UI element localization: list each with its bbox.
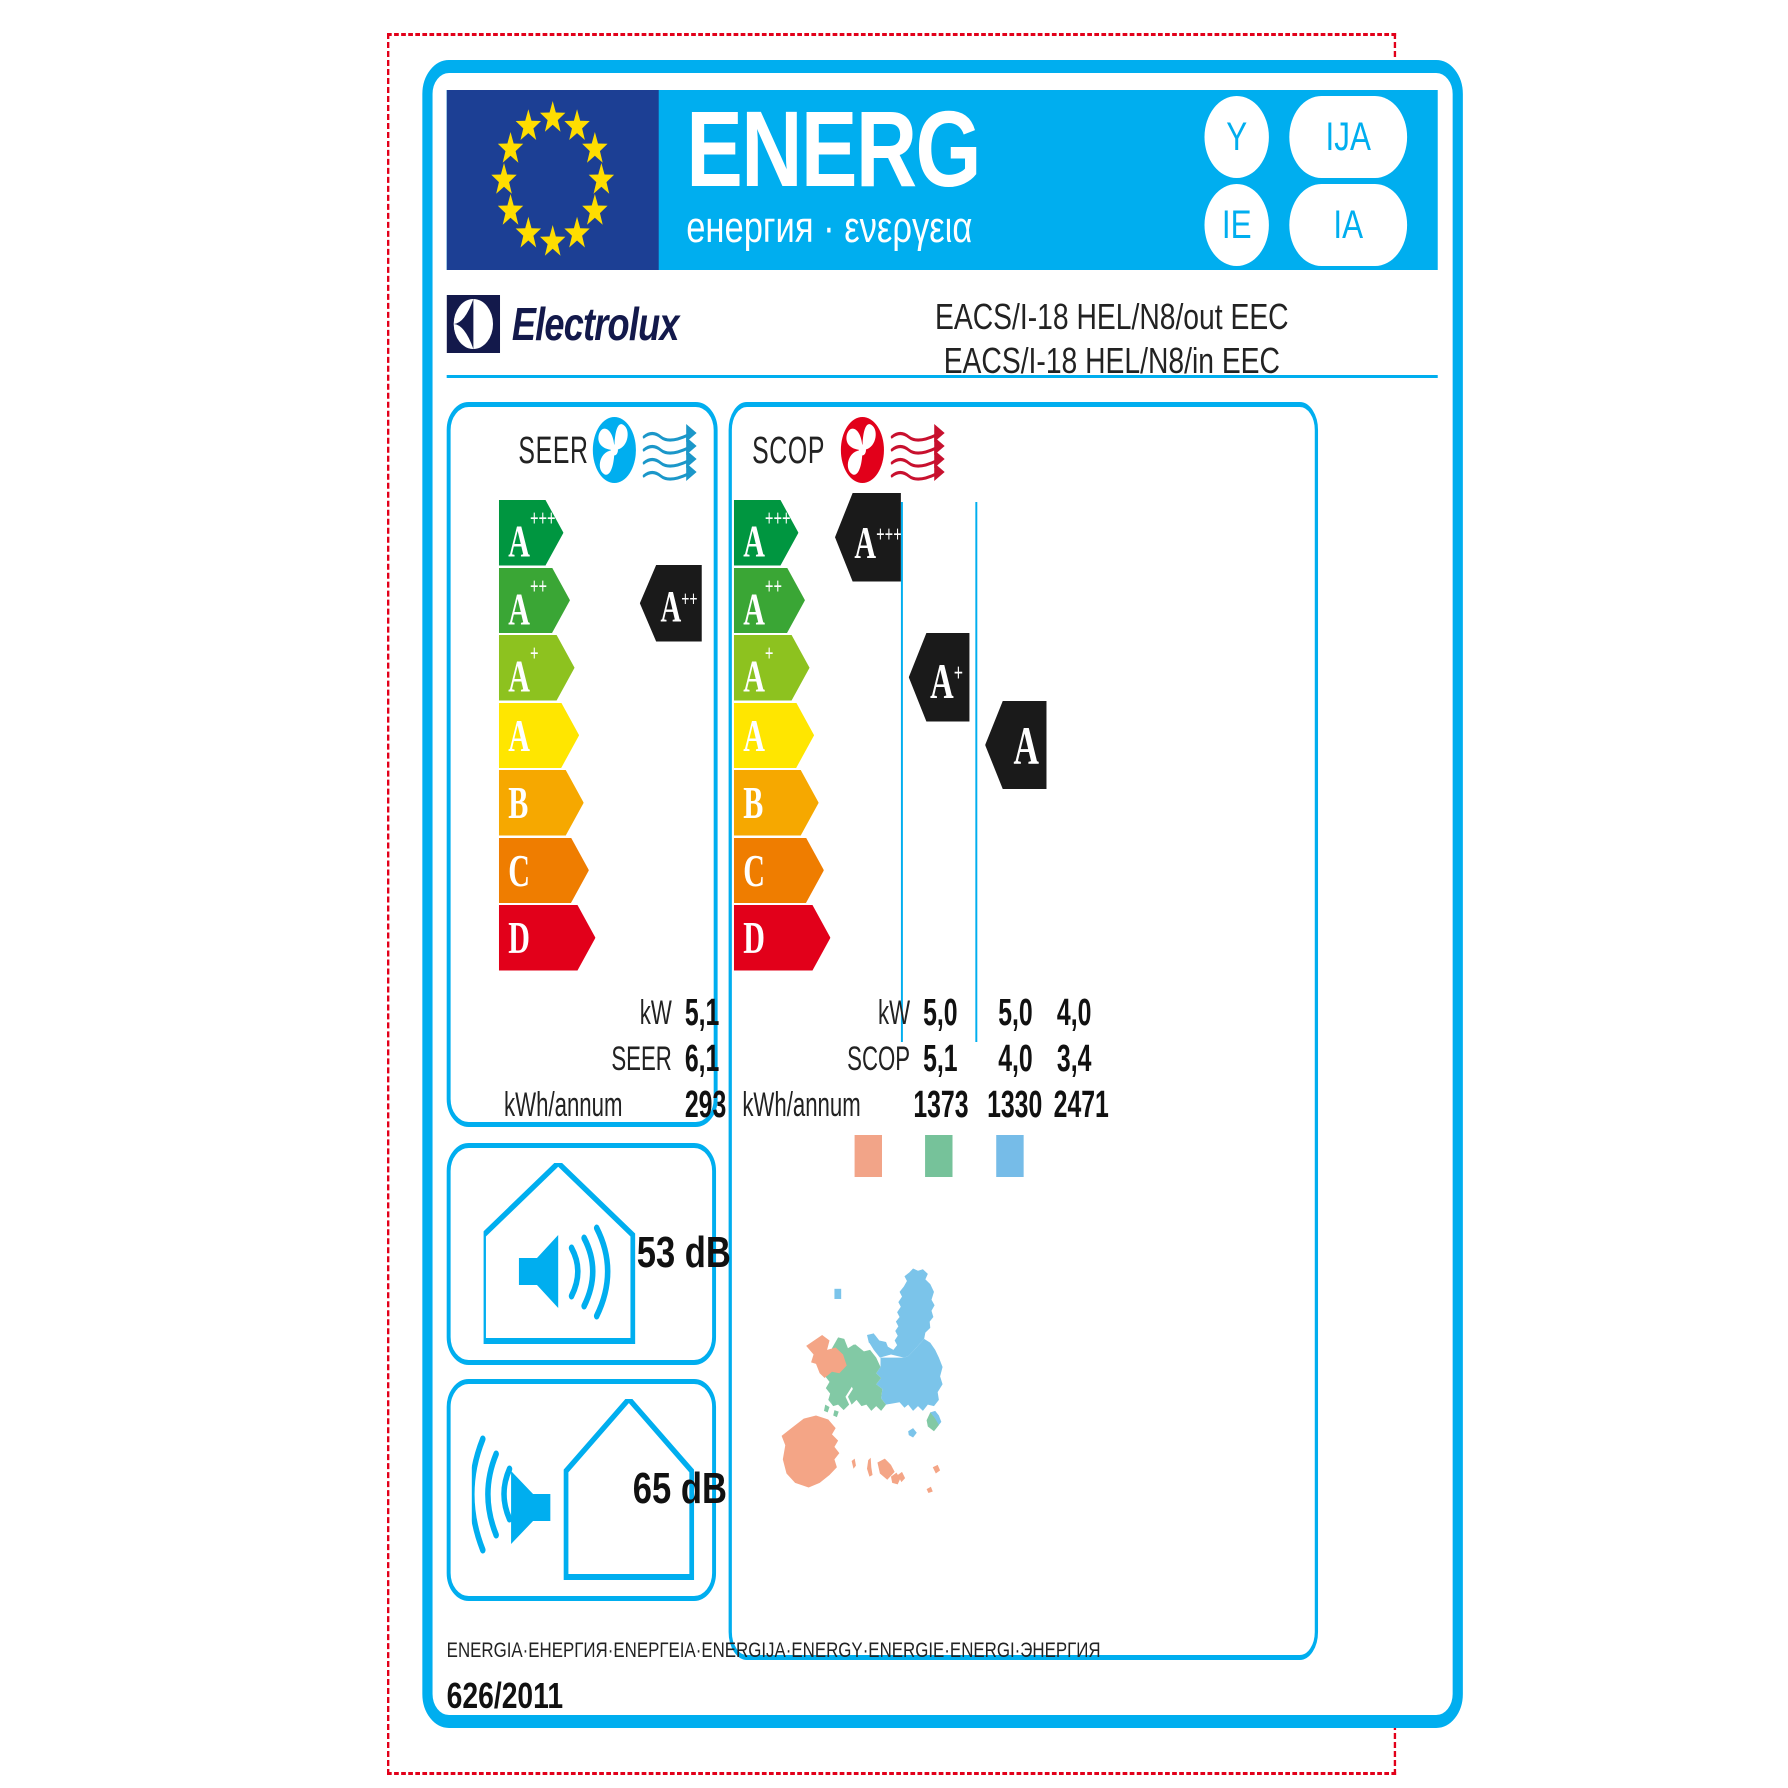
svg-text:A: A — [1014, 715, 1040, 775]
